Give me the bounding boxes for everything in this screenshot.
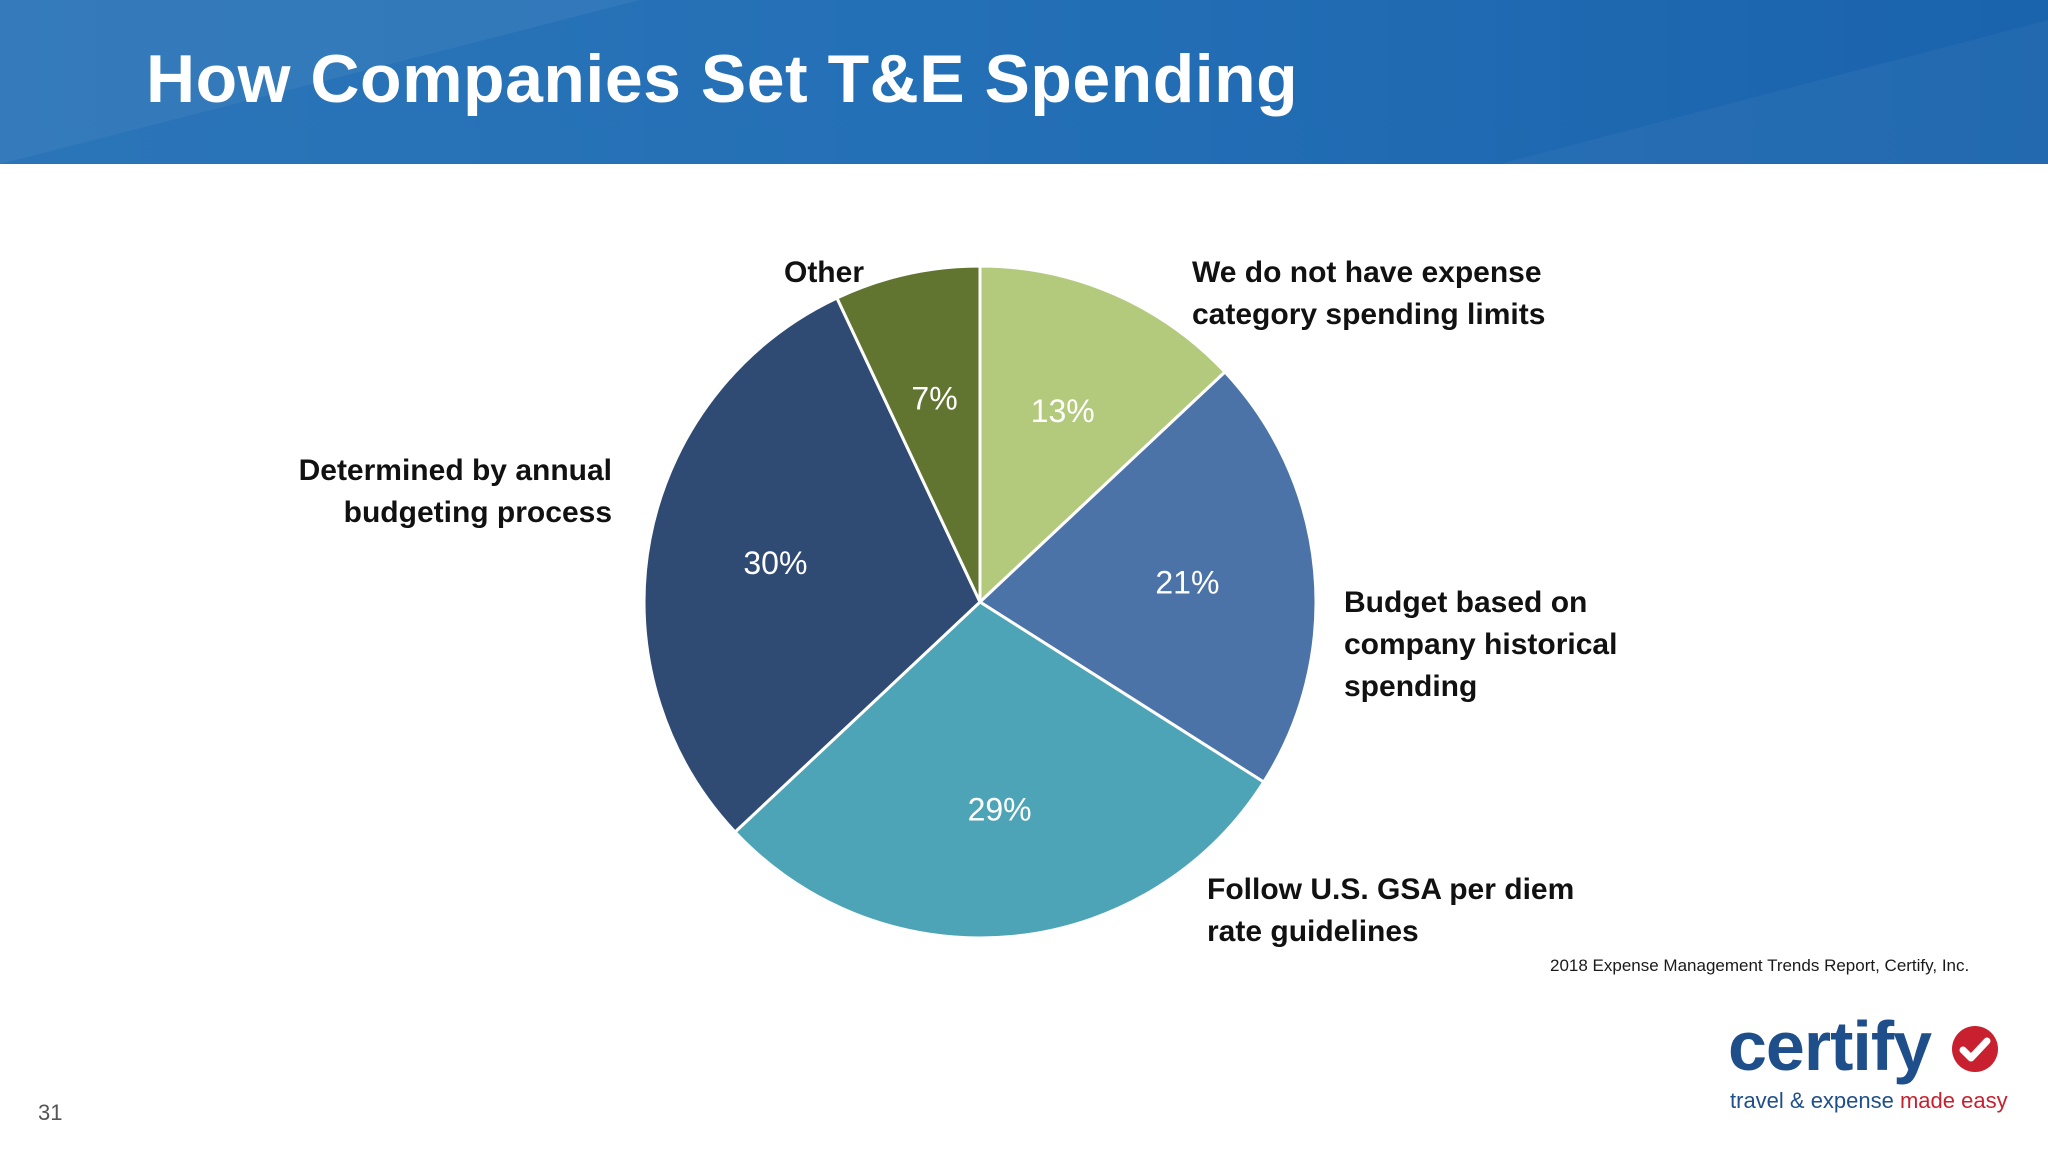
certify-logo: certify travel & expense made easy — [1728, 1007, 2018, 1120]
value-label-no-limits: 13% — [1031, 393, 1095, 429]
checkmark-icon — [1952, 1026, 1998, 1072]
value-label-gsa: 29% — [968, 791, 1032, 827]
pie-slice-historical — [978, 370, 1318, 784]
slice-label-other: Other — [783, 256, 864, 289]
pie-slices — [642, 264, 1318, 940]
logo-wordmark: certify — [1728, 1007, 1932, 1085]
pie-slice-annual-budget — [642, 296, 982, 834]
pie-slice-no-limits — [978, 264, 1227, 604]
header-shine — [0, 0, 2048, 164]
slice-label-no-limits: We do not have expense category spending… — [1192, 256, 1546, 331]
slice-label-annual-budget: Determined by annual budgeting process — [298, 454, 612, 529]
slice-label-gsa: Follow U.S. GSA per diem rate guidelines — [1207, 873, 1575, 948]
pie-value-labels: 13% 21% 29% 30% 7% — [743, 381, 1219, 828]
source-note: 2018 Expense Management Trends Report, C… — [1550, 956, 1970, 975]
slice-label-historical: Budget based on company historical spend… — [1344, 586, 1618, 703]
value-label-annual-budget: 30% — [743, 545, 807, 581]
logo-tagline: travel & expense made easy — [1730, 1088, 2008, 1114]
value-label-historical: 21% — [1155, 564, 1219, 600]
slide-header: How Companies Set T&E Spending — [0, 0, 2048, 164]
value-label-other: 7% — [911, 381, 957, 417]
tagline-part1: travel & expense — [1730, 1088, 1900, 1113]
pie-slice-other — [835, 264, 982, 604]
pie-slice-gsa — [733, 600, 1266, 940]
slide-title: How Companies Set T&E Spending — [146, 41, 1299, 117]
page-number: 31 — [38, 1100, 63, 1125]
tagline-part2: made easy — [1899, 1088, 2008, 1113]
